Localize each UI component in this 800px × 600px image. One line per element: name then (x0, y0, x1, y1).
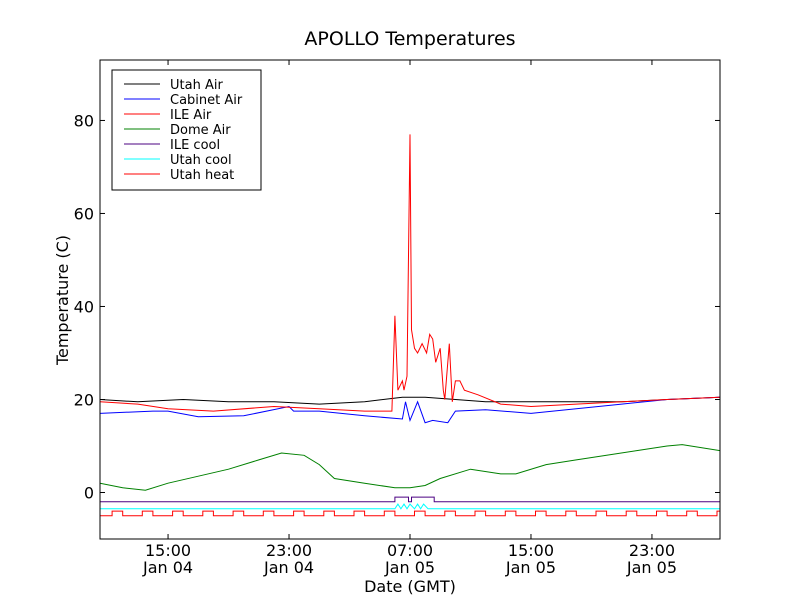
legend-label-cabinet-air: Cabinet Air (170, 93, 243, 108)
legend-label-dome-air: Dome Air (170, 123, 231, 138)
y-tick-label: 0 (84, 483, 94, 502)
series-line-ile-air (100, 134, 720, 412)
x-tick-label-time: 15:00 (145, 541, 191, 560)
legend-label-utah-heat: Utah heat (170, 168, 234, 183)
x-axis-label: Date (GMT) (364, 577, 456, 596)
x-tick-label-date: Jan 05 (505, 558, 556, 577)
y-tick-label: 80 (74, 111, 94, 130)
legend-label-ile-cool: ILE cool (170, 138, 220, 153)
series-line-cabinet-air (100, 396, 720, 424)
legend-label-utah-air: Utah Air (170, 78, 223, 93)
y-tick-label: 40 (74, 297, 94, 316)
legend-box (111, 69, 262, 191)
x-tick-label-date: Jan 04 (142, 558, 193, 577)
x-tick-label-time: 07:00 (387, 541, 433, 560)
y-tick-label: 60 (74, 204, 94, 223)
series-line-dome-air (100, 444, 720, 491)
series-line-utah-air (100, 396, 720, 405)
x-tick-label-date: Jan 05 (626, 558, 677, 577)
series-line-ile-cool (100, 496, 720, 503)
legend-label-ile-air: ILE Air (170, 108, 212, 123)
x-tick-label-time: 23:00 (266, 541, 312, 560)
x-tick-label-time: 15:00 (508, 541, 554, 560)
y-axis-label: Temperature (C) (53, 235, 72, 366)
legend-label-utah-cool: Utah cool (170, 153, 232, 168)
chart-title: APOLLO Temperatures (304, 28, 515, 50)
series-line-utah-cool (100, 503, 720, 510)
y-tick-label: 20 (74, 390, 94, 409)
x-tick-label-date: Jan 04 (263, 558, 314, 577)
plot-frame (99, 59, 721, 540)
x-tick-label-time: 23:00 (629, 541, 675, 560)
series-line-utah-heat (100, 510, 720, 517)
x-tick-label-date: Jan 05 (384, 558, 435, 577)
